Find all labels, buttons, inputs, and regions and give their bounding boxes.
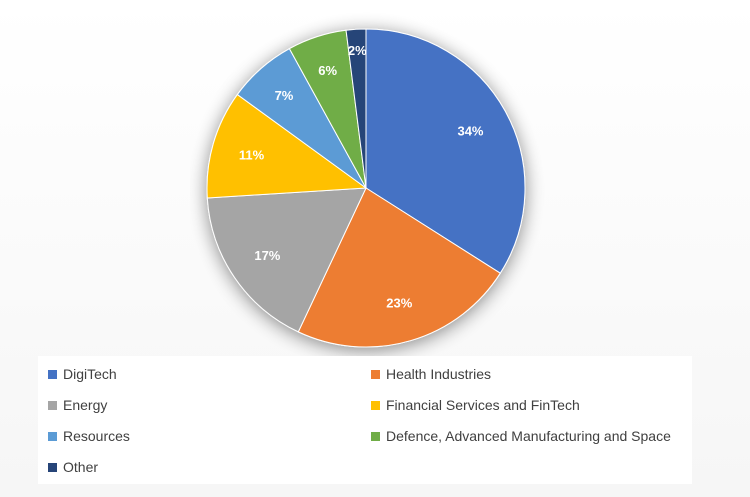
legend-item: DigiTech <box>48 366 117 382</box>
legend-item: Resources <box>48 428 130 444</box>
pie-slice-other <box>345 28 367 189</box>
pie-labels: 34% 23% 17% 11% 7% 6% 2% <box>239 43 484 311</box>
legend-label: Resources <box>63 428 130 444</box>
legend-swatch <box>371 431 380 441</box>
legend-label: Health Industries <box>386 366 492 382</box>
legend-swatch <box>371 369 380 379</box>
legend: DigiTech Health Industries Energy Financial… <box>38 356 692 484</box>
pie-slice-energy <box>206 187 367 333</box>
legend-item: Defence, Advanced Manufacturing and Spac… <box>371 428 671 444</box>
data-label: 11% <box>239 148 265 163</box>
data-label: 6% <box>318 63 337 78</box>
legend-label: Other <box>63 459 99 475</box>
legend-label: Energy <box>63 397 108 413</box>
pie-slice-financial-services-and-fintech <box>206 93 368 199</box>
pie-chart: 34% 23% 17% 11% 7% 6% 2% <box>190 8 550 368</box>
pie-slices <box>206 28 526 348</box>
data-label: 17% <box>254 248 280 263</box>
pie-slice-health-industries <box>297 187 501 348</box>
legend-swatch <box>48 462 57 472</box>
data-label: 7% <box>275 88 294 103</box>
legend-swatch <box>48 431 57 441</box>
legend-swatch <box>48 369 57 379</box>
legend-item: Financial Services and FinTech <box>371 397 580 413</box>
legend-label: Defence, Advanced Manufacturing and Spac… <box>386 428 671 444</box>
data-label: 23% <box>386 296 412 311</box>
legend-item: Energy <box>48 397 107 413</box>
legend-item: Health Industries <box>371 366 491 382</box>
pie-svg: 34% 23% 17% 11% 7% 6% 2% <box>206 28 526 348</box>
legend-swatch <box>371 400 380 410</box>
legend-swatch <box>48 400 57 410</box>
pie-slice-digitech <box>365 28 526 274</box>
data-label: 34% <box>457 124 483 139</box>
data-label: 2% <box>348 43 367 58</box>
legend-label: DigiTech <box>63 366 117 382</box>
legend-label: Financial Services and FinTech <box>386 397 580 413</box>
legend-item: Other <box>48 459 98 475</box>
